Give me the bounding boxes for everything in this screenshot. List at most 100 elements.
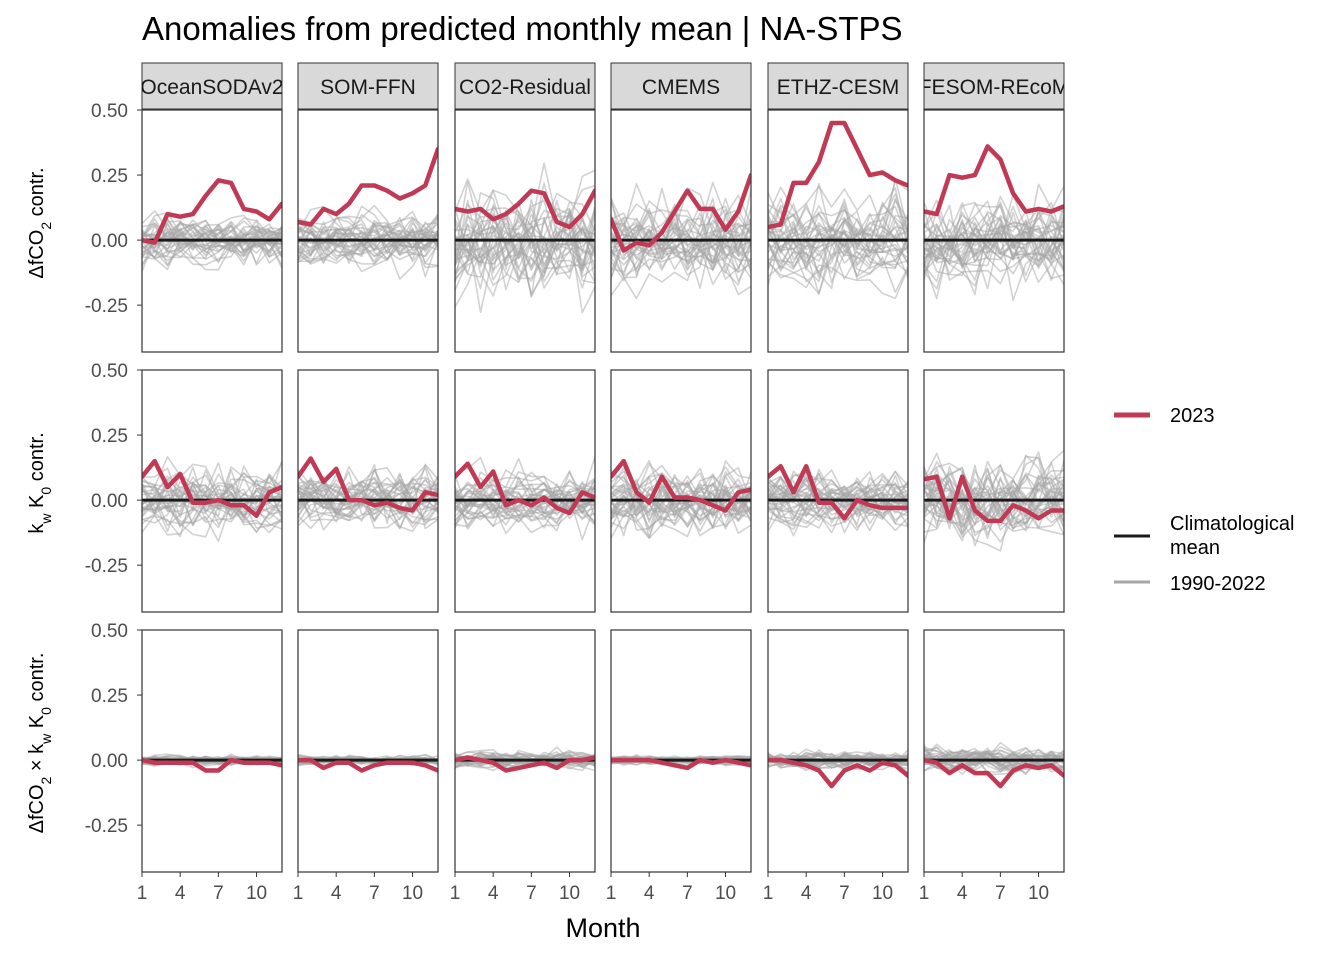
row-axis-label: ΔfCO2 contr.	[26, 167, 54, 278]
background-year-line	[611, 187, 751, 241]
facet-panel-2-0	[142, 753, 282, 773]
background-year-line	[611, 476, 751, 537]
panel-border	[297, 629, 439, 873]
x-tick-label: 10	[715, 883, 736, 904]
facet-panel-2-3	[611, 753, 751, 771]
background-year-line	[455, 216, 595, 281]
panel-border	[610, 369, 752, 613]
background-year-line	[142, 495, 282, 529]
background-year-line	[142, 494, 282, 536]
panel-border	[767, 369, 909, 613]
background-year-line	[455, 192, 595, 245]
panel-border	[454, 369, 596, 613]
label-part: ΔfCO	[26, 784, 48, 833]
series-2023-line	[924, 474, 1064, 524]
x-tick-label: 10	[559, 883, 580, 904]
x-tick-label: 7	[839, 883, 850, 904]
x-tick-label: 1	[919, 883, 930, 904]
background-year-line	[455, 223, 595, 278]
background-year-line	[768, 187, 908, 251]
background-year-line	[611, 214, 751, 266]
background-year-line	[611, 181, 751, 254]
background-year-line	[924, 201, 1064, 263]
panel-grid: OceanSODAv2 SOM-FFN CO2-Residual CMEMS ETHZ-…	[85, 62, 1070, 904]
facet-panel-1-2	[455, 456, 595, 541]
facet-panel-0-1	[298, 146, 438, 280]
panel-border	[297, 369, 439, 613]
y-tick-label: 0.25	[91, 686, 128, 707]
y-tick-label: 0.00	[91, 491, 128, 512]
subscript: 2	[38, 222, 54, 230]
background-year-line	[924, 476, 1064, 516]
facet-strip	[610, 62, 752, 110]
panel-border	[297, 109, 439, 353]
facet-strip-label: OceanSODAv2	[140, 76, 283, 99]
panel-border	[141, 369, 283, 613]
x-tick-label: 10	[246, 883, 267, 904]
background-year-line	[455, 471, 595, 509]
panel-border	[454, 629, 596, 873]
x-tick-label: 10	[872, 883, 893, 904]
x-tick-label: 1	[293, 883, 304, 904]
series-2023-line	[924, 144, 1064, 217]
y-tick-label: 0.25	[91, 426, 128, 447]
y-tick-label: 0.00	[91, 231, 128, 252]
background-year-line	[455, 480, 595, 508]
y-tick-label: -0.25	[85, 816, 128, 837]
background-year-line	[455, 180, 595, 274]
background-year-line	[924, 231, 1064, 285]
y-tick-label: 0.50	[91, 621, 128, 642]
background-year-line	[924, 202, 1064, 270]
facet-panel-0-0	[142, 178, 282, 272]
facet-panel-1-1	[298, 456, 438, 533]
background-year-line	[298, 228, 438, 263]
x-tick-label: 7	[682, 883, 693, 904]
series-2023-line	[455, 755, 595, 773]
facet-panel-2-1	[298, 753, 438, 773]
panel-border	[923, 629, 1065, 873]
background-year-line	[768, 470, 908, 513]
facet-strip	[141, 62, 283, 110]
facet-panel-2-2	[455, 746, 595, 773]
panel-border	[141, 629, 283, 873]
y-tick-label: 0.50	[91, 361, 128, 382]
facet-strip-label: FESOM-REcoM	[919, 76, 1070, 99]
background-year-line	[924, 233, 1064, 286]
facet-panel-0-5	[924, 144, 1064, 302]
facet-strip	[454, 62, 596, 110]
background-year-line	[142, 212, 282, 239]
background-year-line	[611, 466, 751, 518]
x-axis-title: Month	[565, 913, 640, 943]
background-year-line	[768, 236, 908, 294]
series-2023-line	[768, 464, 908, 521]
facet-strip-label: ETHZ-CESM	[777, 76, 900, 99]
background-year-line	[455, 210, 595, 272]
facet-panel-2-5	[924, 741, 1064, 789]
x-tick-label: 7	[369, 883, 380, 904]
series-2023-line	[142, 458, 282, 518]
facet-panel-1-3	[611, 458, 751, 540]
x-tick-label: 7	[526, 883, 537, 904]
background-year-line	[924, 212, 1064, 272]
label-part: ΔfCO	[26, 230, 48, 279]
background-year-line	[768, 471, 908, 507]
series-2023-line	[611, 757, 751, 771]
series-2023-line	[611, 172, 751, 253]
background-year-line	[298, 227, 438, 258]
background-year-line	[611, 224, 751, 274]
panel-border	[454, 109, 596, 353]
background-year-line	[142, 219, 282, 249]
label-part: k	[26, 523, 48, 534]
background-year-line	[298, 224, 438, 263]
legend-label-climatology: Climatological mean	[1170, 513, 1295, 559]
background-year-line	[455, 209, 595, 314]
subscript: 2	[38, 776, 54, 784]
label-part: K	[26, 494, 48, 514]
y-tick-label: 0.00	[91, 751, 128, 772]
legend-label-line: Climatological	[1170, 513, 1295, 535]
background-year-line	[298, 477, 438, 511]
series-2023-line	[455, 188, 595, 230]
background-year-line	[455, 208, 595, 266]
background-year-line	[768, 472, 908, 499]
